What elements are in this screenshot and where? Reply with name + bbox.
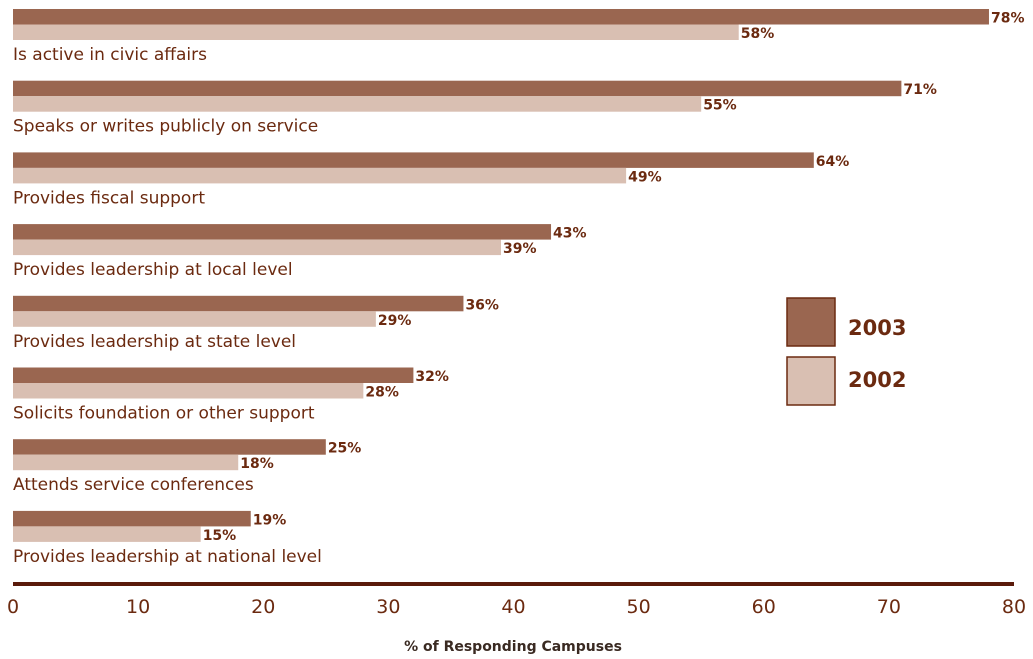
bar-2003-4 [13,295,464,312]
value-label-2002-5: 28% [365,385,399,401]
x-tick-label-2: 20 [251,596,275,618]
x-tick-label-7: 70 [877,596,901,618]
value-label-2002-6: 18% [240,456,274,472]
bar-2002-4 [13,311,376,327]
value-label-2003-4: 36% [465,297,499,313]
value-label-2003-5: 32% [415,369,449,385]
category-label-4: Provides leadership at state level [13,332,296,352]
bar-group: 78% 58% Is active in civic affairs 71% 55% Sp… [13,9,1024,567]
value-label-2003-1: 71% [903,82,937,98]
category-label-3: Provides leadership at local level [13,260,293,280]
x-tick-label-0: 0 [7,596,19,618]
value-label-2003-2: 64% [816,154,850,170]
value-label-2002-1: 55% [703,98,737,114]
bar-2003-7 [13,510,251,527]
bar-2002-2 [13,167,627,184]
value-label-2002-3: 39% [503,241,537,257]
x-tick-label-3: 30 [376,596,400,618]
x-tick-label-4: 40 [501,596,525,618]
bar-2003-0 [13,9,989,25]
category-label-2: Provides fiscal support [13,188,205,208]
bar-2003-2 [13,152,814,168]
bar-2002-3 [13,239,501,256]
category-label-0: Is active in civic affairs [13,45,207,65]
bar-2003-5 [13,367,414,383]
bar-2003-1 [13,80,902,97]
legend-swatch-2002 [786,356,836,406]
x-tick-label-1: 10 [126,596,150,618]
legend-label-2003: 2003 [848,316,906,340]
value-label-2003-3: 43% [553,226,587,242]
bar-2002-6 [13,454,239,471]
bar-2003-3 [13,224,552,240]
category-label-6: Attends service conferences [13,475,254,495]
value-label-2002-7: 15% [203,528,237,544]
x-tick-label-6: 60 [752,596,776,618]
x-axis-title: % of Responding Campuses [404,639,622,655]
value-label-2003-7: 19% [253,512,287,528]
x-tick-label-8: 80 [1002,596,1026,618]
value-label-2002-0: 58% [741,26,775,42]
category-label-7: Provides leadership at national level [13,547,322,567]
legend: 2003 2002 [786,297,906,406]
x-tick-label-5: 50 [627,596,651,618]
value-label-2002-4: 29% [378,313,412,329]
category-label-1: Speaks or writes publicly on service [13,117,318,137]
bar-2003-6 [13,439,326,455]
value-label-2002-2: 49% [628,169,662,185]
bar-2002-0 [13,24,739,40]
bar-2002-1 [13,96,702,112]
value-label-2003-0: 78% [991,11,1025,27]
legend-label-2002: 2002 [848,368,906,392]
bar-2002-7 [13,526,201,542]
value-label-2003-6: 25% [328,441,362,457]
bar-2002-5 [13,383,364,399]
x-axis-ticks: 0 10 20 30 40 50 60 70 80 [7,596,1026,618]
legend-swatch-2003 [786,297,836,347]
category-label-5: Solicits foundation or other support [13,404,315,424]
